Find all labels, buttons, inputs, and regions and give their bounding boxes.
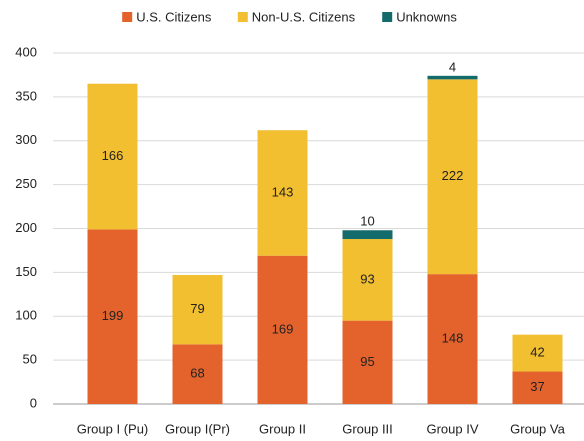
bar-segment [342, 239, 393, 321]
data-label: 95 [360, 354, 374, 369]
y-tick-label: 0 [30, 395, 37, 410]
bar-segment [342, 230, 393, 240]
data-label: 222 [442, 168, 464, 183]
y-tick-label: 250 [15, 176, 37, 191]
bar-segment [172, 344, 223, 404]
y-tick-label: 200 [15, 220, 37, 235]
bar-segment [342, 320, 393, 404]
bar-segment [427, 75, 478, 80]
data-label: 4 [449, 59, 456, 74]
bar-segment [257, 255, 308, 404]
data-label: 169 [272, 321, 294, 336]
y-tick-label: 400 [15, 44, 37, 59]
bar-segment [87, 83, 138, 230]
data-label: 10 [360, 214, 374, 229]
y-tick-label: 350 [15, 88, 37, 103]
y-tick-label: 150 [15, 264, 37, 279]
data-label: 166 [102, 148, 124, 163]
data-label: 199 [102, 308, 124, 323]
x-tick-label: Group II [259, 421, 306, 436]
bar-segment [427, 79, 478, 275]
legend-swatch [382, 12, 393, 22]
x-tick-label: Group I (Pu) [77, 421, 149, 436]
x-tick-label: Group I(Pr) [165, 421, 230, 436]
y-tick-label: 100 [15, 308, 37, 323]
data-label: 68 [190, 366, 204, 381]
bar-segment [512, 334, 563, 372]
bar-segment [257, 130, 308, 256]
bar-segment [512, 371, 563, 404]
x-tick-label: Group III [342, 421, 393, 436]
data-label: 93 [360, 271, 374, 286]
bar-segment [172, 275, 223, 345]
x-tick-label: Group IV [426, 421, 478, 436]
data-label: 42 [530, 345, 544, 360]
legend-swatch [122, 12, 133, 22]
y-tick-label: 50 [23, 352, 37, 367]
bar-segment [427, 274, 478, 404]
y-tick-label: 300 [15, 132, 37, 147]
x-tick-label: Group Va [510, 421, 565, 436]
legend-label: U.S. Citizens [136, 9, 212, 24]
legend-label: Unknowns [396, 9, 457, 24]
legend-swatch [237, 12, 248, 22]
data-label: 37 [530, 379, 544, 394]
data-label: 143 [272, 184, 294, 199]
legend-label: Non-U.S. Citizens [252, 9, 356, 24]
data-label: 148 [442, 331, 464, 346]
bar-segment [87, 229, 138, 404]
data-label: 79 [190, 301, 204, 316]
